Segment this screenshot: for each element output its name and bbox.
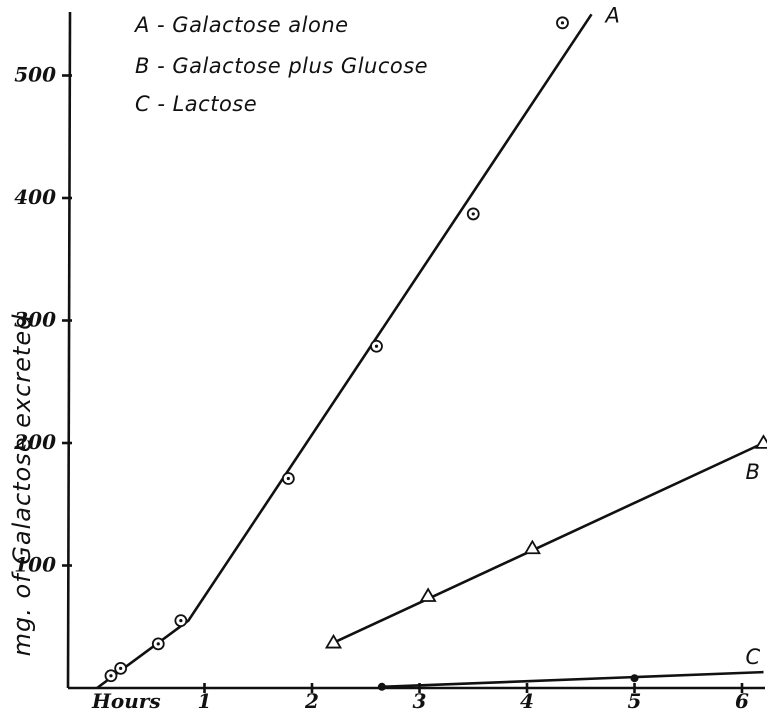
x-tick-label-1: 1 [198, 689, 212, 713]
x-tick-label-3: 3 [413, 689, 427, 713]
legend-entry-c: C - Lactose [135, 92, 257, 116]
y-tick-label-300: 300 [14, 308, 56, 332]
series-b-point-1 [324, 633, 343, 649]
series-a-point-8-center [560, 21, 565, 25]
legend-entry-b: B - Galactose plus Glucose [135, 54, 428, 78]
series-a-point-1 [104, 669, 118, 683]
legend: A - Galactose alone B - Galactose plus G… [133, 13, 428, 116]
series-a: A [96, 3, 621, 690]
series-a-point-3-center [156, 642, 160, 646]
y-tick-labels: 100 200 300 400 500 [13, 63, 72, 577]
series-a-point-2-center [119, 666, 123, 671]
x-tick-label-4: 4 [520, 689, 534, 713]
series-a-point-4 [174, 614, 188, 628]
series-b-label: B [746, 460, 761, 484]
series-a-point-3 [151, 637, 165, 651]
x-tick-label-5: 5 [628, 689, 642, 713]
series-c: C [377, 645, 764, 691]
x-tick-label-2: 2 [304, 689, 319, 713]
series-a-point-2 [114, 662, 128, 675]
y-axis-label: mg. of Galactose excreted [8, 314, 36, 657]
series-a-point-5-center [286, 476, 290, 481]
series-b-line [332, 441, 765, 644]
series-a-point-7-center [471, 212, 475, 216]
series-c-label: C [746, 645, 761, 669]
x-tick-label-6: 6 [735, 689, 749, 713]
series-c-point-2 [630, 674, 639, 683]
series-a-point-5 [281, 472, 295, 485]
series-a-point-1-center [109, 674, 113, 678]
series-b: B [324, 434, 767, 649]
series-a-point-8 [556, 16, 569, 30]
x-tick-labels: 1 2 3 4 5 6 [198, 683, 749, 713]
y-tick-label-100: 100 [14, 553, 56, 577]
series-b-point-3 [523, 539, 541, 555]
series-a-label: A [604, 3, 621, 27]
series-b-point-2 [419, 587, 437, 602]
y-tick-label-400: 400 [14, 185, 56, 209]
y-axis [66, 11, 72, 689]
y-tick-label-500: 500 [14, 63, 56, 87]
series-c-line [381, 670, 764, 689]
y-tick-label-200: 200 [13, 430, 56, 454]
series-a-point-7 [466, 207, 480, 221]
x-axis-label: Hours [91, 689, 161, 713]
series-layer: A B C [96, 3, 767, 691]
series-a-point-6-center [374, 344, 379, 348]
series-a-point-6 [370, 339, 383, 353]
series-a-point-4-center [179, 619, 183, 623]
series-a-line [96, 13, 593, 690]
legend-entry-a: A - Galactose alone [133, 13, 349, 37]
series-b-point-4 [754, 434, 767, 449]
series-c-point-1 [377, 682, 386, 691]
